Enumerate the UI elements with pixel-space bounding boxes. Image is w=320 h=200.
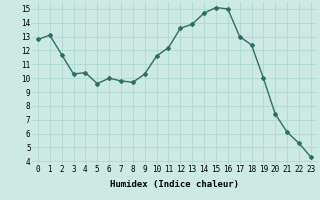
X-axis label: Humidex (Indice chaleur): Humidex (Indice chaleur): [110, 180, 239, 189]
